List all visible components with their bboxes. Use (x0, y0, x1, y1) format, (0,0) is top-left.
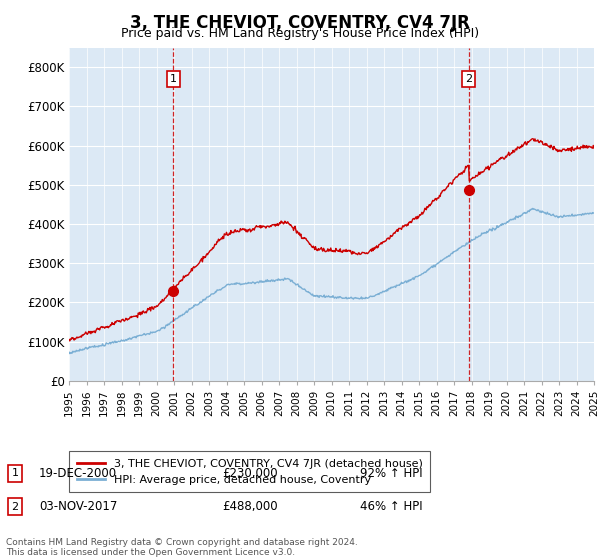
Text: Price paid vs. HM Land Registry's House Price Index (HPI): Price paid vs. HM Land Registry's House … (121, 27, 479, 40)
Text: 92% ↑ HPI: 92% ↑ HPI (360, 466, 422, 480)
Text: £488,000: £488,000 (222, 500, 278, 514)
Text: Contains HM Land Registry data © Crown copyright and database right 2024.
This d: Contains HM Land Registry data © Crown c… (6, 538, 358, 557)
Text: 46% ↑ HPI: 46% ↑ HPI (360, 500, 422, 514)
Text: 1: 1 (11, 468, 19, 478)
Text: 2: 2 (465, 74, 472, 84)
Text: 03-NOV-2017: 03-NOV-2017 (39, 500, 118, 514)
Text: 1: 1 (170, 74, 177, 84)
Text: 2: 2 (11, 502, 19, 512)
Text: £230,000: £230,000 (222, 466, 278, 480)
Text: 3, THE CHEVIOT, COVENTRY, CV4 7JR: 3, THE CHEVIOT, COVENTRY, CV4 7JR (130, 14, 470, 32)
Legend: 3, THE CHEVIOT, COVENTRY, CV4 7JR (detached house), HPI: Average price, detached: 3, THE CHEVIOT, COVENTRY, CV4 7JR (detac… (70, 451, 430, 492)
Text: 19-DEC-2000: 19-DEC-2000 (39, 466, 117, 480)
